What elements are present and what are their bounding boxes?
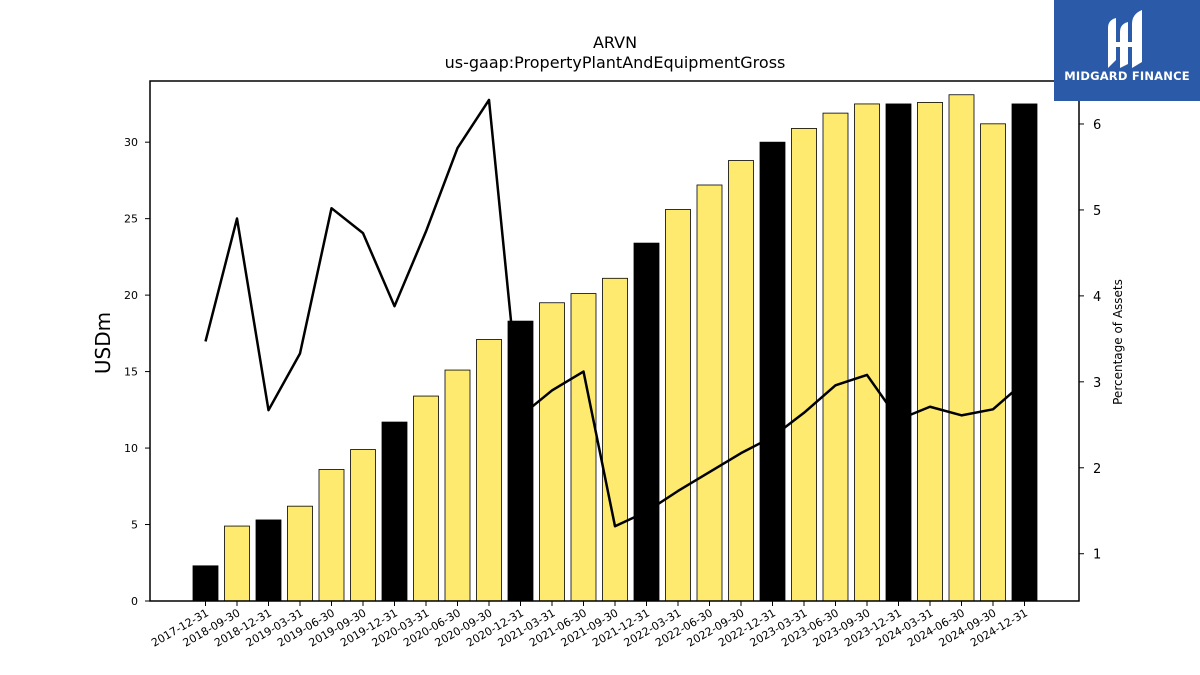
y2-tick-label: 3 <box>1093 376 1101 391</box>
bar <box>633 242 660 602</box>
y-tick-label: 30 <box>124 136 138 149</box>
bar <box>791 128 817 602</box>
bar <box>192 565 219 602</box>
y-tick-label: 0 <box>131 595 138 608</box>
brand-logo: MIDGARD FINANCE <box>1054 0 1200 101</box>
bar <box>948 94 975 602</box>
bar <box>885 103 912 602</box>
bar <box>539 302 565 602</box>
y-tick-label: 15 <box>124 366 138 379</box>
bar <box>413 395 439 602</box>
bar <box>476 339 502 602</box>
y-tick-label: 25 <box>124 213 138 226</box>
bar <box>444 369 471 602</box>
bar <box>854 103 880 602</box>
bar <box>602 277 628 602</box>
brand-logo-text: MIDGARD FINANCE <box>1064 69 1190 83</box>
bar <box>728 160 754 602</box>
bar <box>224 525 250 602</box>
y2-tick-label: 2 <box>1093 462 1101 477</box>
plot-frame <box>149 80 1080 602</box>
bar <box>980 123 1006 602</box>
line-layer <box>204 98 1026 528</box>
bar <box>759 141 786 602</box>
bar <box>917 102 943 602</box>
bar <box>287 505 313 602</box>
bar <box>381 421 408 602</box>
y-axis-label: USDm <box>91 312 115 374</box>
midgard-logo-icon <box>1108 10 1142 68</box>
y-tick-label: 10 <box>124 442 138 455</box>
chart-title: ARVN <box>593 33 637 52</box>
y2-axis-label: Percentage of Assets <box>1111 279 1125 405</box>
y2-tick-label: 1 <box>1093 548 1101 563</box>
y-tick-label: 5 <box>131 519 138 532</box>
y2-tick-label: 5 <box>1093 204 1101 219</box>
bar <box>822 112 849 602</box>
series-line <box>204 98 1026 528</box>
bar <box>318 469 345 602</box>
bar <box>507 320 534 602</box>
bars-layer <box>192 94 1038 602</box>
y-tick-label: 20 <box>124 289 138 302</box>
bar <box>665 209 691 602</box>
chart-subtitle: us-gaap:PropertyPlantAndEquipmentGross <box>445 53 786 72</box>
y2-tick-label: 4 <box>1093 290 1101 305</box>
bar <box>696 184 723 602</box>
bar <box>255 519 282 602</box>
y2-tick-label: 6 <box>1093 118 1101 133</box>
bar <box>570 293 597 602</box>
bar <box>350 449 376 602</box>
bar <box>1011 103 1038 602</box>
